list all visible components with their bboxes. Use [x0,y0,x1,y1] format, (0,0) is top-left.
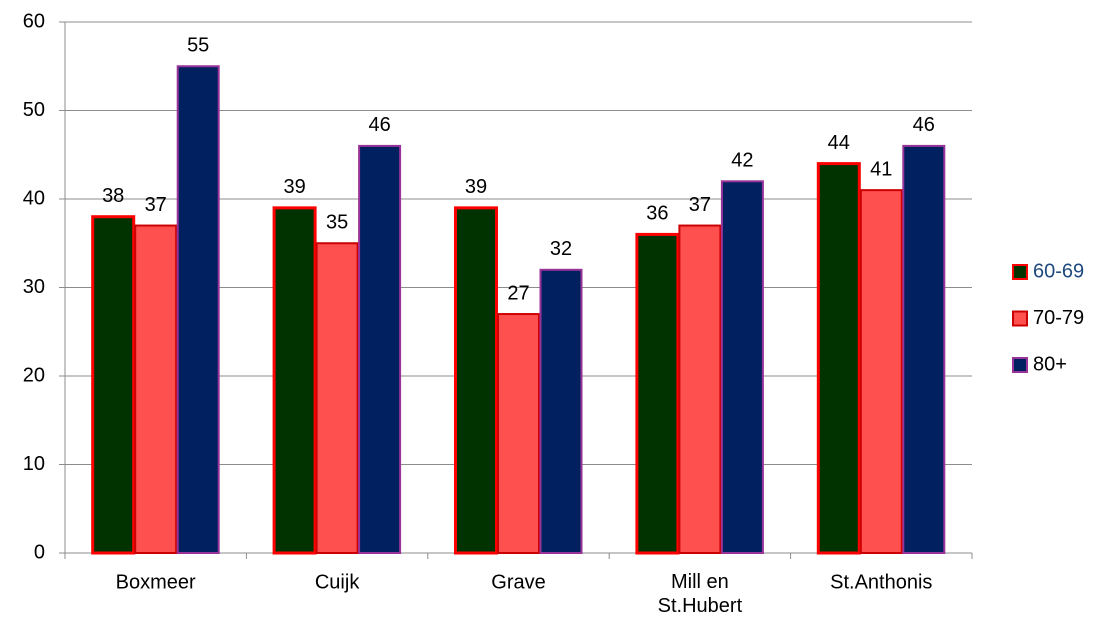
x-tick-label: St.Anthonis [830,571,932,593]
data-label: 39 [465,176,487,198]
y-tick-label: 10 [23,453,45,475]
bar [454,206,498,555]
bar [134,224,178,555]
data-label: 35 [326,212,348,234]
data-label: 46 [368,114,390,136]
bar [315,242,359,554]
data-label: 37 [689,194,711,216]
bar [358,144,402,554]
x-tick-label: Boxmeer [116,571,196,593]
data-label: 38 [102,185,124,207]
bar [720,180,764,555]
bar [902,144,946,554]
legend-label: 80+ [1033,353,1067,375]
legend-swatch [1012,264,1028,280]
bar [272,206,317,555]
data-label: 37 [145,194,167,216]
bar [635,232,680,555]
y-tick-label: 20 [23,364,45,386]
x-tick-label: Mill en St.Hubert [658,571,743,617]
y-tick-label: 60 [23,10,45,32]
legend-label: 70-79 [1033,307,1084,329]
bar [497,313,540,554]
data-label: 42 [731,150,753,172]
bar [539,268,583,554]
data-label: 55 [187,35,209,57]
data-label: 41 [870,158,892,180]
data-label: 27 [507,282,529,304]
data-label: 32 [550,238,572,260]
y-tick-label: 30 [23,276,45,298]
y-tick-label: 40 [23,187,45,209]
bar [816,162,861,555]
data-label: 39 [283,176,305,198]
y-tick-label: 0 [34,541,45,563]
bar [176,65,220,554]
x-tick-label: Cuijk [315,571,360,593]
y-tick-label: 50 [23,99,45,121]
data-label: 46 [913,114,935,136]
legend-swatch [1012,357,1028,373]
bar [91,215,136,555]
legend-swatch [1012,310,1028,327]
data-label: 44 [828,132,850,154]
bar [859,189,903,554]
bar [678,224,722,555]
data-label: 36 [646,203,668,225]
x-tick-label: Grave [491,571,545,593]
legend-label: 60-69 [1033,260,1084,282]
